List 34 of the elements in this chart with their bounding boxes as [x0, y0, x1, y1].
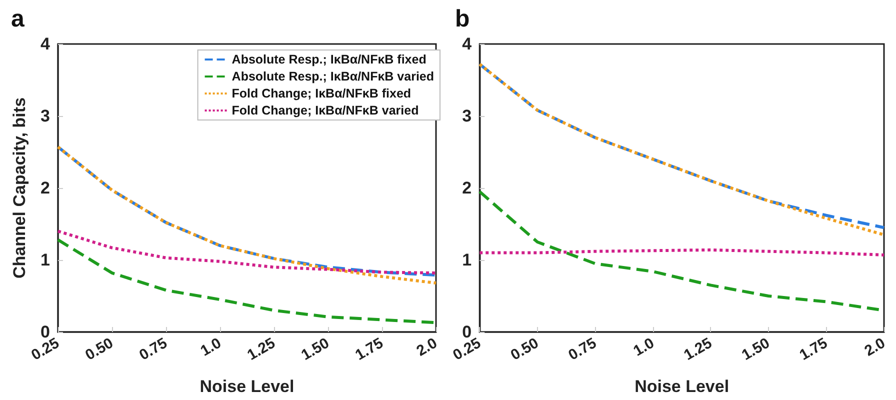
chart-title: a	[11, 6, 25, 32]
legend-label: Absolute Resp.; IκBα/NFκB fixed	[232, 52, 426, 66]
x-tick-label: 1.0	[198, 334, 224, 360]
y-tick-label: 2	[462, 178, 472, 198]
legend-label: Absolute Resp.; IκBα/NFκB varied	[232, 70, 434, 84]
x-tick-label: 0.75	[566, 334, 600, 364]
x-tick-label: 1.75	[796, 334, 830, 364]
x-tick-label: 1.0	[630, 334, 658, 360]
x-tick-label: 1.25	[681, 334, 715, 364]
chart-title: b	[455, 6, 470, 32]
x-tick-label: 1.50	[298, 334, 332, 364]
legend-label: Fold Change; IκBα/NFκB fixed	[232, 86, 412, 100]
y-tick-label: 3	[462, 106, 472, 126]
x-tick-label: 1.25	[244, 334, 278, 364]
x-tick-label: 1.50	[738, 334, 773, 364]
y-tick-label: 1	[462, 250, 472, 270]
y-tick-label: 4	[40, 34, 51, 54]
y-tick-label: 2	[40, 178, 50, 198]
x-tick-label: 2.0	[414, 334, 440, 360]
y-tick-label: 3	[40, 106, 50, 126]
x-tick-label: 2.0	[862, 334, 888, 360]
y-tick-label: 0	[40, 322, 50, 342]
line-series	[56, 230, 438, 274]
x-tick-label: 0.75	[136, 334, 170, 364]
x-axis-title: Noise Level	[634, 377, 730, 396]
x-tick-label: 1.75	[352, 334, 386, 364]
y-tick-label: 0	[462, 322, 472, 342]
x-axis-title: Noise Level	[200, 377, 294, 396]
x-tick-label: 0.50	[82, 334, 116, 364]
y-tick-label: 1	[40, 250, 50, 270]
legend-label: Fold Change; IκBα/NFκB varied	[232, 104, 419, 118]
y-axis-title: Channel Capacity, bits	[10, 97, 29, 279]
y-tick-label: 4	[462, 34, 472, 54]
x-tick-label: 0.50	[508, 334, 542, 364]
